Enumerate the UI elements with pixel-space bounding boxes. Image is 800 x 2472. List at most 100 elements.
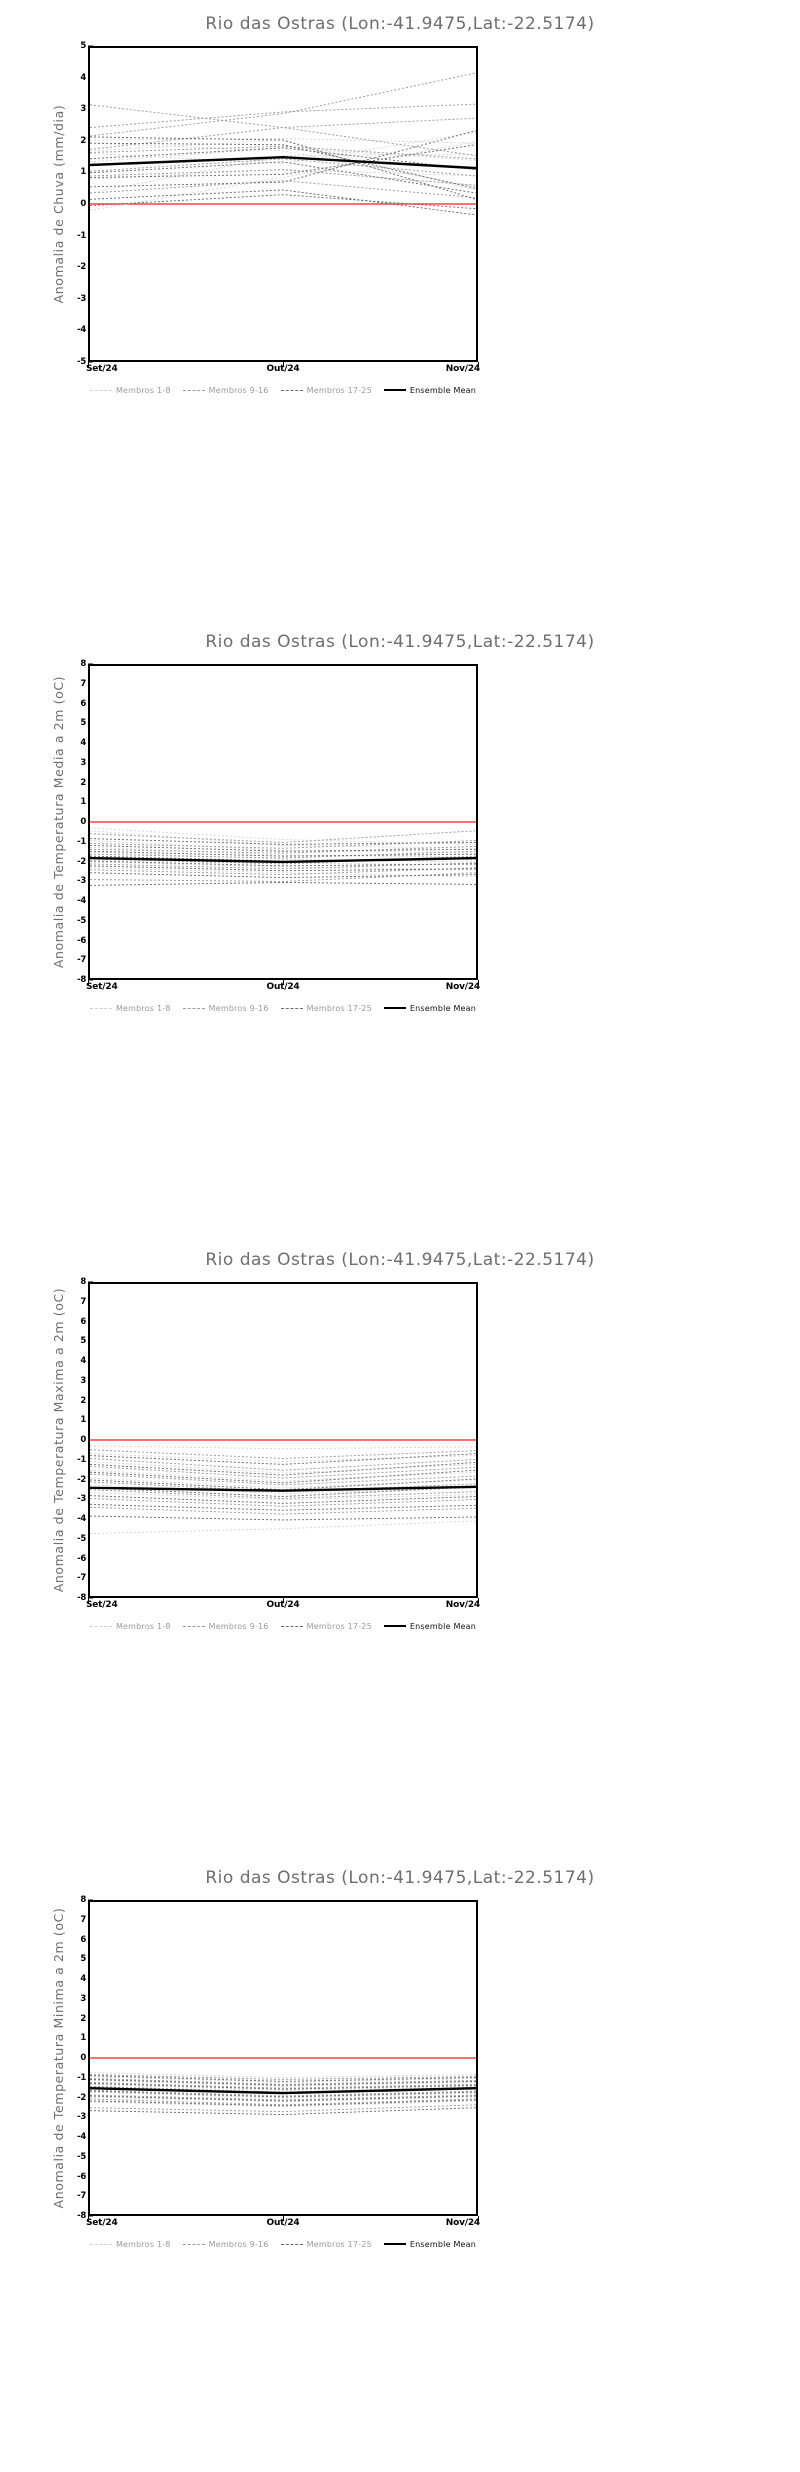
y-tick-label: -8 [77, 1593, 86, 1603]
solid-line-icon [383, 389, 406, 391]
y-tick-label: 7 [80, 678, 86, 689]
legend-item-membros-1-8[interactable]: Membros 1-8 [89, 1622, 171, 1631]
x-axis-tick-labels: Set/24 Out/24 Nov/24 [86, 982, 480, 998]
legend-item-ensemble-mean[interactable]: Ensemble Mean [383, 1003, 477, 1013]
ensemble-member-line [90, 841, 476, 854]
y-tick-label: 4 [80, 72, 86, 83]
legend-item-ensemble-mean[interactable]: Ensemble Mean [383, 1622, 476, 1631]
page-title: Rio das Ostras (Lon:-41.9475,Lat:-22.517… [205, 1868, 595, 1888]
y-tick-label: -5 [77, 357, 86, 367]
y-tick-label: 3 [80, 757, 86, 768]
plot-frame [88, 664, 478, 980]
x-tick-start: Set/24 [86, 2218, 118, 2228]
dashed-line-icon [280, 1007, 303, 1009]
legend: Membros 1-8 Membros 9-16 Membros 17-25 E… [88, 382, 478, 398]
legend-label: Ensemble Mean [409, 1003, 477, 1013]
y-tick-label: 2 [80, 777, 86, 788]
legend-item-membros-17-25[interactable]: Membros 17-25 [280, 1003, 372, 1013]
y-tick-mark [88, 979, 93, 981]
ensemble-member-line [90, 195, 476, 209]
x-tick-mid: Out/24 [266, 1600, 300, 1610]
ensemble-member-line [90, 1466, 476, 1478]
dashed-line-icon [280, 1625, 303, 1627]
y-tick-label: 8 [80, 659, 86, 669]
solid-line-icon [383, 1625, 406, 1627]
legend-item-membros-17-25[interactable]: Membros 17-25 [280, 1622, 372, 1631]
plot-frame [88, 1900, 478, 2216]
x-axis-tick-labels: Set/24 Out/24 Nov/24 [86, 1600, 480, 1616]
y-tick-label: 2 [80, 1395, 86, 1406]
ensemble-member-line [90, 1504, 476, 1510]
legend-item-membros-1-8[interactable]: Membros 1-8 [89, 2240, 171, 2249]
legend-item-membros-1-8[interactable]: Membros 1-8 [89, 1004, 171, 1013]
legend-item-membros-17-25[interactable]: Membros 17-25 [280, 2239, 372, 2249]
x-tickmark-end [478, 2216, 479, 2221]
ensemble-member-line [90, 105, 476, 128]
dashed-line-icon [182, 2243, 205, 2245]
x-tickmark-end [478, 362, 479, 367]
ensemble-lines-svg [90, 2057, 476, 2214]
page-title: Rio das Ostras (Lon:-41.9475,Lat:-22.517… [205, 632, 595, 652]
ensemble-member-line [90, 866, 476, 871]
page-title: Rio das Ostras (Lon:-41.9475,Lat:-22.517… [205, 1250, 595, 1270]
ensemble-member-line [90, 1462, 476, 1475]
ensemble-lines-svg [90, 48, 476, 360]
ensemble-lines-svg [90, 1439, 476, 1596]
x-tickmark-start [88, 362, 89, 367]
ensemble-member-line [90, 1450, 476, 1459]
legend-item-membros-9-16[interactable]: Membros 9-16 [182, 1003, 269, 1013]
y-tick-label: -8 [77, 975, 86, 985]
legend-item-membros-9-16[interactable]: Membros 9-16 [182, 2239, 269, 2249]
ensemble-member-line [90, 148, 476, 170]
y-tick-label: 0 [80, 2053, 86, 2063]
y-tick-mark [88, 361, 93, 363]
legend: Membros 1-8 Membros 9-16 Membros 17-25 E… [88, 2236, 478, 2252]
ensemble-member-line [90, 2076, 476, 2082]
y-tick-label: 6 [80, 698, 86, 709]
legend-item-membros-1-8[interactable]: Membros 1-8 [89, 385, 171, 395]
y-axis-tick-labels: 5 4 3 2 1 0 -1 -2 -3 -4 -5 [56, 41, 86, 367]
x-tick-start: Set/24 [86, 364, 118, 374]
legend-label: Membros 9-16 [208, 2239, 269, 2249]
legend-item-ensemble-mean[interactable]: Ensemble Mean [383, 2240, 476, 2249]
y-tick-mark [88, 2215, 93, 2217]
legend-label: Membros 9-16 [208, 385, 269, 395]
x-tick-mid: Out/24 [266, 2218, 300, 2228]
y-tick-label: -3 [77, 1494, 86, 1505]
legend-label: Membros 17-25 [306, 2239, 372, 2249]
plot-frame [88, 46, 478, 362]
ensemble-member-line [90, 138, 476, 143]
legend-label: Membros 17-25 [306, 1003, 372, 1013]
y-axis-tick-labels: 8 7 6 5 4 3 2 1 0 -1 -2 -3 -4 -5 -6 -7 -8 [56, 659, 86, 985]
y-tick-label: -1 [77, 230, 86, 241]
chart-panel-chuva: Rio das Ostras (Lon:-41.9475,Lat:-22.517… [0, 0, 800, 618]
y-tick-label: 7 [80, 1914, 86, 1925]
plot-area [88, 664, 478, 980]
y-tick-label: 5 [80, 1954, 86, 1965]
ensemble-member-line [90, 851, 476, 856]
chart-panel-temperatura-maxima: Rio das Ostras (Lon:-41.9475,Lat:-22.517… [0, 1236, 800, 1854]
legend-item-ensemble-mean[interactable]: Ensemble Mean [383, 386, 476, 395]
ensemble-member-line [90, 73, 476, 136]
ensemble-member-line [90, 170, 476, 186]
y-tick-label: -3 [77, 2112, 86, 2123]
chart-panel-temperatura-media: Rio das Ostras (Lon:-41.9475,Lat:-22.517… [0, 618, 800, 1236]
legend-label: Membros 1-8 [115, 385, 171, 395]
legend-label: Membros 9-16 [208, 1003, 269, 1013]
y-tick-label: 1 [80, 1415, 86, 1426]
x-tickmark-start [88, 980, 89, 985]
legend-item-membros-9-16[interactable]: Membros 9-16 [182, 385, 269, 395]
legend: Membros 1-8 Membros 9-16 Membros 17-25 E… [88, 1000, 478, 1016]
ensemble-member-line [90, 145, 476, 178]
plot-area [88, 1900, 478, 2216]
x-tickmark-mid [283, 980, 284, 985]
ensemble-member-line [90, 1454, 476, 1462]
legend-item-membros-17-25[interactable]: Membros 17-25 [280, 386, 372, 395]
legend-item-membros-9-16[interactable]: Membros 9-16 [182, 1622, 269, 1631]
y-tick-label: 0 [80, 1435, 86, 1445]
ensemble-member-line [90, 868, 476, 875]
x-tick-start: Set/24 [86, 982, 118, 992]
x-tick-mid: Out/24 [266, 364, 300, 374]
x-tick-mid: Out/24 [266, 982, 300, 992]
ensemble-member-line [90, 1487, 476, 1497]
